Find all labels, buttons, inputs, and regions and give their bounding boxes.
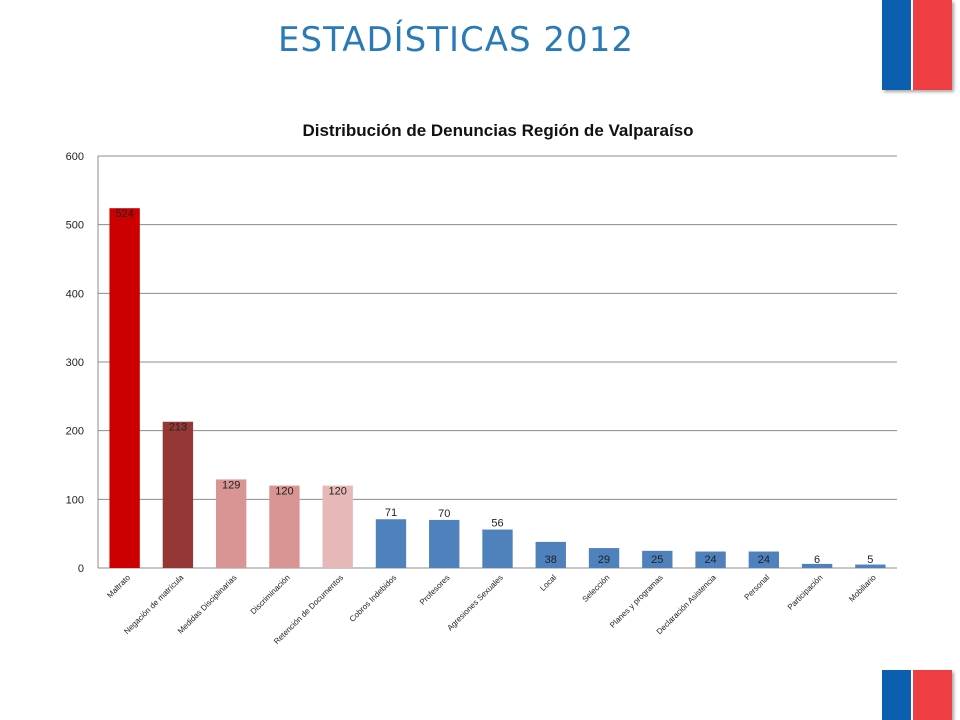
- x-category-label: Selección: [581, 573, 612, 604]
- bar: [322, 485, 353, 568]
- data-label: 24: [704, 554, 716, 566]
- chile-flag-icon-bottom: [882, 670, 952, 720]
- data-label: 24: [758, 554, 770, 566]
- data-label: 6: [814, 554, 820, 566]
- data-label: 120: [275, 486, 293, 498]
- bar: [695, 551, 726, 568]
- bar: [375, 519, 407, 568]
- y-axis: 0 100 200 300 400 500 600: [66, 151, 99, 575]
- data-labels: 524 213 129 120 120 71 70 56 38 29 25 24 24 6 5: [115, 208, 873, 566]
- data-label: 213: [169, 422, 187, 434]
- data-label: 38: [545, 554, 557, 566]
- x-category-label: Maltrato: [105, 573, 132, 600]
- x-category-label: Personal: [743, 573, 772, 602]
- y-tick-label: 400: [66, 288, 84, 300]
- data-label: 5: [867, 554, 873, 566]
- bar: [855, 564, 886, 568]
- chart-title: Distribución de Denuncias Región de Valp…: [302, 121, 693, 140]
- x-category-label: Discriminación: [249, 573, 292, 616]
- x-category-label: Profesores: [418, 573, 452, 607]
- y-tick-label: 300: [66, 357, 84, 369]
- bars: [109, 208, 886, 569]
- y-tick-label: 0: [78, 563, 84, 575]
- bar: [269, 485, 300, 568]
- x-category-label: Local: [538, 573, 558, 593]
- data-label: 56: [491, 517, 503, 529]
- data-label: 29: [598, 554, 610, 566]
- y-tick-label: 100: [66, 494, 84, 506]
- bar: [215, 479, 247, 568]
- bar: [748, 551, 780, 568]
- x-category-label: Declaración Asistencia: [655, 573, 719, 637]
- x-category-label: Medidas Disciplinarias: [176, 573, 239, 636]
- x-category-label: Planes y programas: [608, 573, 665, 630]
- data-label: 120: [329, 486, 347, 498]
- y-tick-label: 600: [66, 151, 84, 163]
- x-category-label: Agresiones Sexuales: [445, 573, 505, 633]
- bar: [535, 541, 566, 568]
- y-tick-label: 200: [66, 426, 84, 438]
- bar: [642, 550, 673, 568]
- data-label: 71: [385, 507, 397, 519]
- slide-title: ESTADÍSTICAS 2012: [278, 20, 634, 60]
- x-category-label: Participación: [786, 573, 825, 612]
- y-tick-label: 500: [66, 220, 84, 232]
- x-category-label: Negación de matrícula: [122, 573, 185, 636]
- x-category-label: Cobros Indebidos: [348, 573, 399, 624]
- bar: [162, 421, 194, 568]
- bar: [482, 529, 513, 568]
- data-label: 70: [438, 508, 450, 520]
- data-label: 129: [222, 479, 240, 491]
- bar: [801, 563, 833, 568]
- data-label: 25: [651, 554, 663, 566]
- chile-flag-icon-top: [882, 0, 952, 90]
- x-category-label: Mobiliario: [847, 573, 878, 604]
- bar: [429, 519, 460, 568]
- bar: [109, 208, 140, 569]
- bar: [588, 548, 620, 568]
- data-label: 524: [115, 208, 133, 220]
